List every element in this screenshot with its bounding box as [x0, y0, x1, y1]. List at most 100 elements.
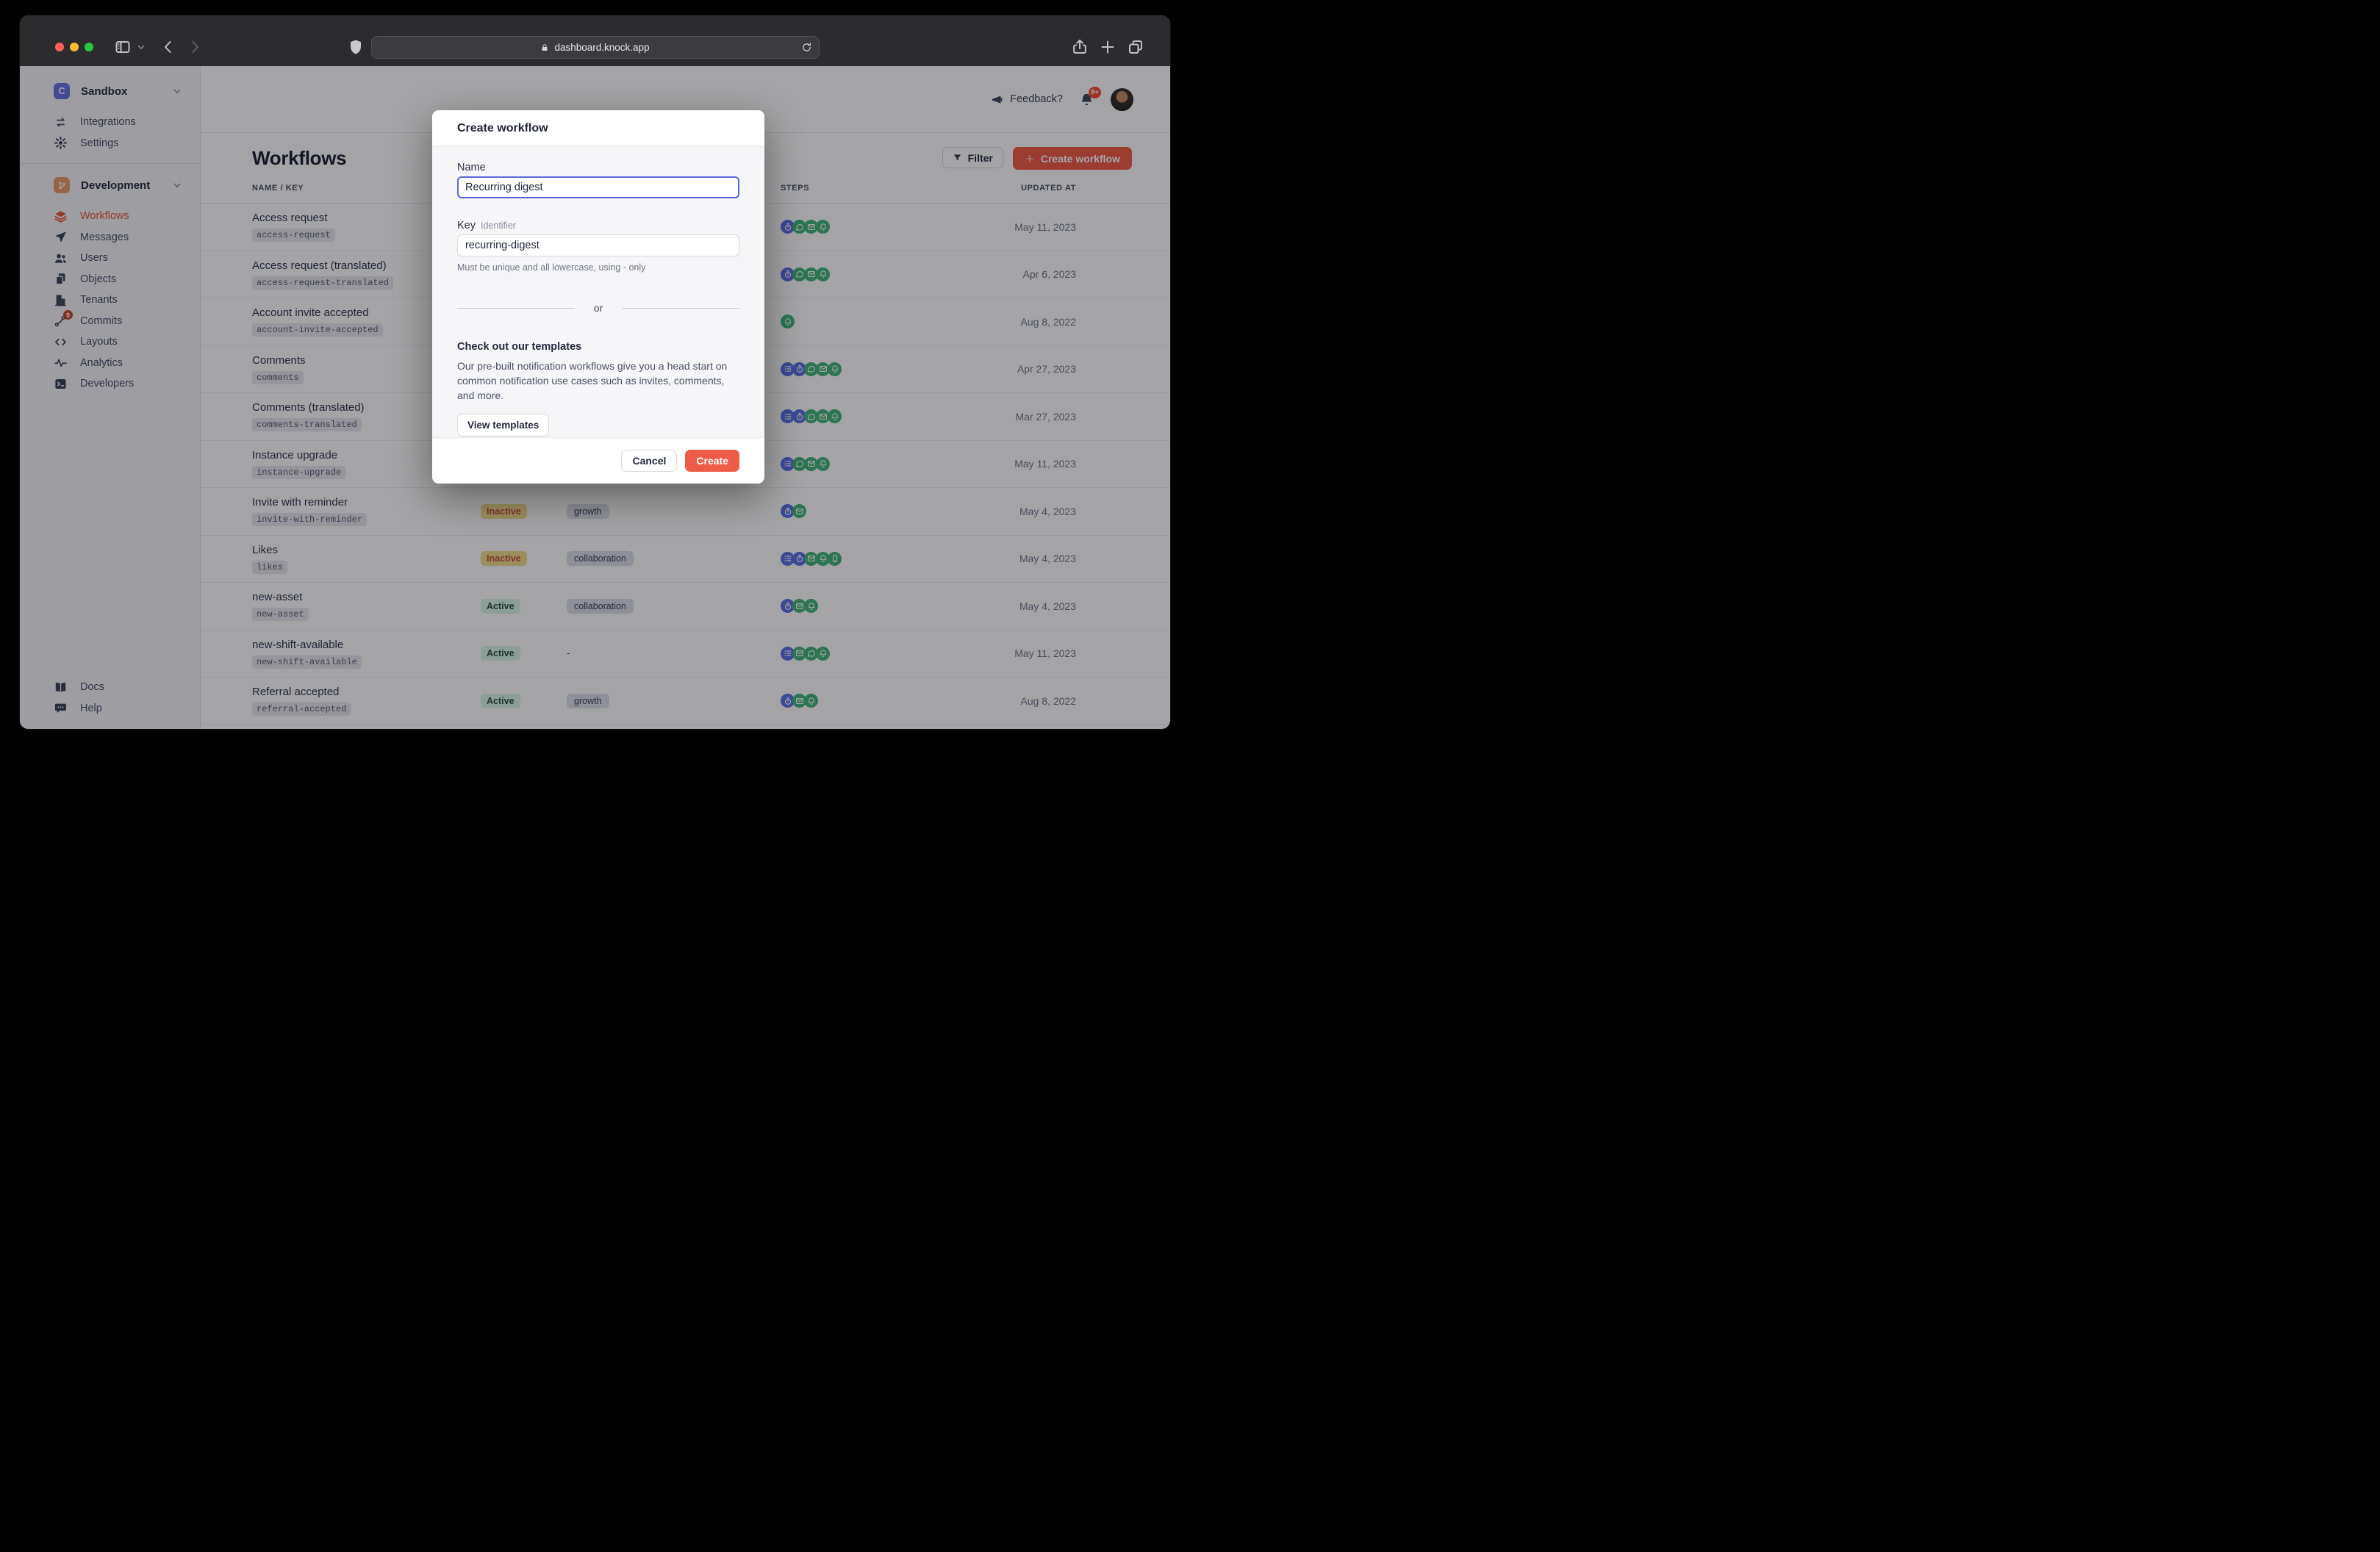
view-templates-button[interactable]: View templates — [457, 414, 550, 436]
notification-badge: 9+ — [1089, 86, 1101, 98]
user-avatar[interactable] — [1111, 87, 1133, 111]
sidebar-item-developers[interactable]: Developers — [20, 373, 200, 395]
tab-overview-icon[interactable] — [1127, 38, 1144, 56]
workflows-table: NAME / KEY STEPS UPDATED AT Access reque… — [201, 184, 1170, 729]
updated-at: May 11, 2023 — [1014, 220, 1076, 233]
close-window-button[interactable] — [55, 43, 64, 51]
traffic-lights — [55, 43, 93, 51]
step-bell-icon — [781, 315, 795, 329]
create-button[interactable]: Create — [685, 450, 739, 472]
workflow-key: access-request — [252, 229, 335, 242]
sidebar-item-label: Layouts — [80, 336, 118, 348]
zoom-window-button[interactable] — [85, 43, 93, 51]
notifications-button[interactable]: 9+ — [1079, 86, 1101, 107]
minimize-window-button[interactable] — [70, 43, 79, 51]
step-icons — [781, 220, 986, 234]
updated-at: Mar 27, 2023 — [1015, 410, 1077, 423]
feedback-button[interactable]: Feedback? — [991, 93, 1063, 106]
table-row[interactable]: Referral accepted referral-accepted Acti… — [201, 678, 1170, 725]
table-row[interactable]: Invite with reminder invite-with-reminde… — [201, 488, 1170, 536]
sidebar-item-label: Workflows — [80, 210, 129, 223]
sidebar-item-label: Integrations — [80, 116, 136, 129]
header-name-key: NAME / KEY — [252, 184, 304, 193]
sidebar-item-messages[interactable]: Messages — [20, 227, 200, 248]
sidebar-item-commits[interactable]: 9 Commits — [20, 310, 200, 332]
step-delay-icon — [792, 551, 806, 566]
new-tab-icon[interactable] — [1099, 38, 1116, 56]
workflow-name: new-shift-available — [252, 638, 344, 651]
workflow-key-input[interactable] — [457, 234, 739, 256]
workflow-key: likes — [252, 560, 288, 574]
step-icons — [781, 551, 986, 566]
environment-switcher[interactable]: Development — [20, 174, 200, 196]
step-delay-icon — [781, 504, 795, 519]
sidebar-item-label: Developers — [80, 378, 135, 390]
share-icon[interactable] — [1071, 38, 1089, 56]
step-bell-icon — [816, 551, 830, 566]
header-updated-at: UPDATED AT — [1021, 184, 1076, 193]
sidebar-item-help[interactable]: Help — [20, 698, 200, 719]
step-bell-icon — [828, 362, 842, 376]
workflow-name: Instance upgrade — [252, 448, 337, 461]
table-row[interactable]: Instance upgrade instance-upgrade May 11… — [201, 441, 1170, 488]
step-bell-icon — [804, 599, 818, 614]
step-bell-icon — [828, 409, 842, 424]
gear-icon — [54, 136, 68, 150]
header-steps: STEPS — [781, 184, 810, 193]
workflow-key: referral-accepted — [252, 703, 351, 716]
create-workflow-modal: Create workflow Name Key Identifier Must… — [432, 110, 764, 484]
workflow-key: comments-translated — [252, 418, 362, 432]
sidebar-item-layouts[interactable]: Layouts — [20, 331, 200, 353]
step-email-icon — [816, 362, 830, 376]
url-bar[interactable]: dashboard.knock.app — [370, 36, 820, 59]
workspace-switcher[interactable]: C Sandbox — [20, 80, 200, 102]
step-icons — [781, 646, 986, 661]
shield-icon[interactable] — [347, 38, 365, 56]
key-identifier-hint: Identifier — [481, 220, 516, 231]
sidebar-item-settings[interactable]: Settings — [20, 133, 200, 154]
app-viewport: C Sandbox Integrations Settings Developme… — [20, 66, 1170, 729]
workflow-name: Access request — [252, 212, 328, 225]
table-row[interactable]: Likes likes Inactive collaboration May 4… — [201, 536, 1170, 583]
category-pill: collaboration — [567, 551, 634, 567]
workflow-key: instance-upgrade — [252, 465, 346, 479]
sidebar-toggle-icon[interactable] — [114, 38, 132, 56]
sidebar-item-label: Analytics — [80, 356, 123, 369]
table-row[interactable]: new-asset new-asset Active collaboration… — [201, 583, 1170, 630]
workspace-logo: C — [54, 83, 70, 99]
workflow-key: new-asset — [252, 608, 309, 622]
updated-at: May 4, 2023 — [1019, 600, 1076, 612]
plus-icon — [1025, 154, 1035, 164]
megaphone-icon — [991, 93, 1003, 106]
status-badge: Active — [481, 598, 520, 614]
sidebar-item-docs[interactable]: Docs — [20, 677, 200, 698]
table-row[interactable]: Comments comments Apr 27, 2023 — [201, 346, 1170, 393]
step-email-icon — [804, 551, 818, 566]
back-icon[interactable] — [159, 38, 177, 56]
sidebar: C Sandbox Integrations Settings Developme… — [20, 66, 201, 729]
step-email-icon — [792, 694, 806, 708]
templates-description: Our pre-built notification workflows giv… — [457, 360, 728, 401]
table-row[interactable]: new-shift-available new-shift-available … — [201, 630, 1170, 678]
filter-button[interactable]: Filter — [942, 147, 1003, 168]
refresh-icon[interactable] — [801, 42, 812, 53]
sidebar-item-objects[interactable]: Objects — [20, 269, 200, 290]
sidebar-item-users[interactable]: Users — [20, 248, 200, 269]
sidebar-item-tenants[interactable]: Tenants — [20, 290, 200, 311]
create-workflow-button[interactable]: Create workflow — [1012, 147, 1132, 170]
funnel-icon — [953, 153, 962, 162]
forward-icon[interactable] — [186, 38, 204, 56]
updated-at: Apr 6, 2023 — [1022, 268, 1076, 281]
chevron-down-icon[interactable] — [136, 42, 146, 52]
workspace-name: Sandbox — [81, 85, 128, 98]
sidebar-item-label: Users — [80, 252, 108, 265]
cancel-button[interactable]: Cancel — [621, 450, 678, 472]
sidebar-item-integrations[interactable]: Integrations — [20, 112, 200, 133]
sidebar-item-analytics[interactable]: Analytics — [20, 353, 200, 374]
or-label: or — [593, 302, 603, 314]
workflow-name-input[interactable] — [457, 176, 739, 198]
chevron-down-icon — [172, 180, 182, 190]
step-delay-icon — [792, 362, 806, 376]
updated-at: Aug 8, 2022 — [1020, 315, 1076, 328]
sidebar-item-workflows[interactable]: Workflows — [20, 206, 200, 227]
